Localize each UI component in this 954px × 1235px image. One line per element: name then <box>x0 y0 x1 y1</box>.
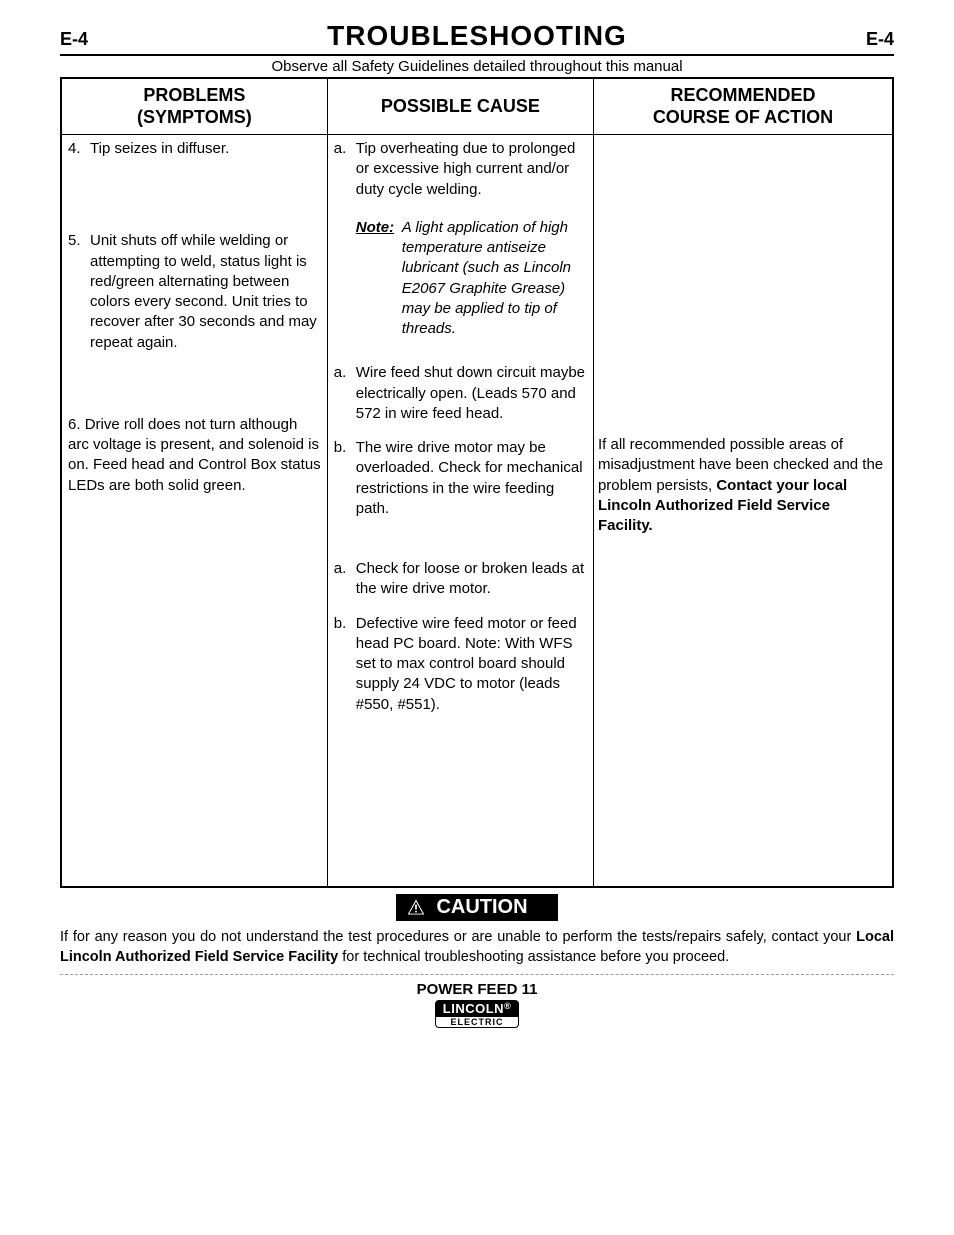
caution-badge: CAUTION <box>396 894 557 921</box>
caution-label: CAUTION <box>436 896 527 919</box>
problem-cell: 5. Unit shuts off while welding or attem… <box>62 191 327 385</box>
caution-section: CAUTION <box>60 894 894 923</box>
col-header-problems: PROBLEMS (SYMPTOMS) <box>61 78 327 135</box>
cause-cell: a. Wire feed shut down circuit maybe ele… <box>328 349 593 531</box>
action-cell: If all recommended possible areas of mis… <box>594 135 892 536</box>
cause-cell: a. Check for loose or broken leads at th… <box>328 531 593 747</box>
caution-text: If for any reason you do not understand … <box>60 928 894 974</box>
problem-cell: 4. Tip seizes in diffuser. <box>62 135 327 191</box>
note-block: Note: A light application of high temper… <box>334 218 587 340</box>
problem-cell: 6. Drive roll does not turn although arc… <box>62 385 327 526</box>
page-title: TROUBLESHOOTING <box>327 20 627 52</box>
warning-triangle-icon <box>406 897 426 917</box>
safety-guideline-text: Observe all Safety Guidelines detailed t… <box>60 56 894 77</box>
page-code-right: E-4 <box>866 29 894 50</box>
troubleshooting-table: PROBLEMS (SYMPTOMS) POSSIBLE CAUSE RECOM… <box>60 77 894 888</box>
cause-cell: a. Tip overheating due to prolonged or e… <box>328 135 593 349</box>
lincoln-logo: LINCOLN® ELECTRIC <box>435 1000 519 1028</box>
col-header-cause: POSSIBLE CAUSE <box>327 78 593 135</box>
col-header-action: RECOMMENDED COURSE OF ACTION <box>593 78 893 135</box>
table-row: 4. Tip seizes in diffuser. 5. Unit shuts… <box>61 135 893 887</box>
page-header: E-4 TROUBLESHOOTING E-4 <box>60 20 894 56</box>
page-code-left: E-4 <box>60 29 88 50</box>
product-name: POWER FEED 11 <box>60 981 894 998</box>
page-footer: POWER FEED 11 LINCOLN® ELECTRIC <box>60 981 894 1030</box>
